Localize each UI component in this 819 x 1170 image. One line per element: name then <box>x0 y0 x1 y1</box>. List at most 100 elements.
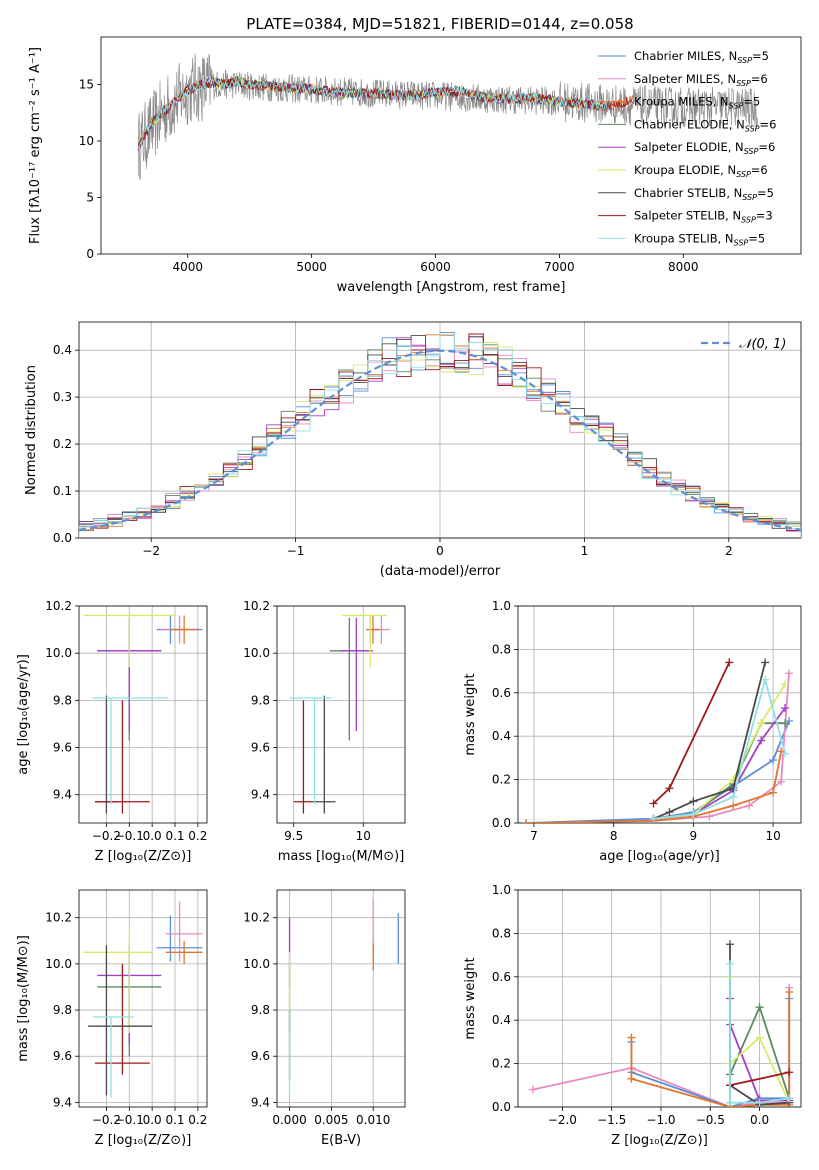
y-tick-label: 0.2 <box>492 773 511 787</box>
y-tick-label: 0.0 <box>53 531 72 545</box>
x-axis-label: (data-model)/error <box>380 564 501 579</box>
x-tick-label: 0.1 <box>165 829 184 843</box>
x-axis-label: E(B-V) <box>321 1133 361 1148</box>
plus-marker <box>649 799 658 808</box>
y-tick-label: 0.0 <box>492 816 511 830</box>
legend-label-n: =6 <box>760 117 777 131</box>
y-tick-label: 9.8 <box>251 1003 270 1017</box>
weight-line-kroupa-stelib <box>729 963 790 1104</box>
plus-marker <box>785 669 794 678</box>
x-tick-label: 10 <box>356 829 371 843</box>
legend-label-n: =6 <box>758 140 775 154</box>
legend-label: Kroupa MILES, NSSP=5 <box>634 95 760 111</box>
legend-label: Chabrier ELODIE, NSSP=6 <box>634 117 776 133</box>
x-tick-label: 2 <box>725 544 733 558</box>
y-axis-label: Flux [fλ10⁻¹⁷ erg cm⁻² s⁻¹ A⁻¹] <box>28 47 43 244</box>
y-tick-label: 0.6 <box>492 970 511 984</box>
axes-frame <box>78 605 208 824</box>
plus-marker <box>781 749 790 758</box>
grid <box>518 889 801 1108</box>
x-tick-label: 0.0 <box>143 1113 162 1127</box>
errorbar-kroupa-miles <box>170 615 198 644</box>
mass_vs_ebv-points <box>288 899 399 1098</box>
plus-marker <box>781 719 790 728</box>
legend-label-sub: SSP <box>744 147 759 156</box>
plus-marker <box>785 1094 794 1103</box>
plus-marker <box>726 959 735 968</box>
plus-marker <box>769 756 778 765</box>
legend-label-n: =3 <box>756 209 773 223</box>
plus-marker <box>745 801 754 810</box>
weight-line-kroupa-miles <box>525 751 782 823</box>
errorbar-salpeter-stelib <box>95 700 150 814</box>
x-tick-label: 8 <box>610 829 618 843</box>
legend-label-normal: 𝒩(0, 1) <box>739 337 786 352</box>
errorbar-kroupa-elodie <box>83 929 153 1034</box>
legend-label-n: =5 <box>757 186 774 200</box>
x-tick-label: 0.1 <box>165 1113 184 1127</box>
legend-label-n: =6 <box>751 72 768 86</box>
grid <box>277 605 405 823</box>
axes-frame <box>78 321 802 539</box>
legend-label-n: =5 <box>752 49 769 63</box>
legend-label-name: Salpeter MILES, N <box>634 72 736 86</box>
legend-label-sub: SSP <box>741 216 756 225</box>
y-tick-label: 10 <box>79 134 94 148</box>
y-axis-label: mass weight <box>463 957 478 1039</box>
weight_vs_Z-panel: −2.0 −1.5 −1.0 −0.5 0.0 0.0 0.2 0.4 0.6 0.8 1.0 Z [… <box>463 883 802 1148</box>
x-tick-label: −0.1 <box>115 1113 144 1127</box>
axes-frame <box>517 889 802 1108</box>
plus-marker <box>665 808 674 817</box>
x-tick-label: 0 <box>436 544 444 558</box>
axes-frame <box>276 889 406 1108</box>
legend-label: Salpeter STELIB, NSSP=3 <box>634 209 773 225</box>
plus-marker <box>726 1098 735 1107</box>
errorbar-chabrier-stelib <box>313 695 336 814</box>
y-tick-label: 0.4 <box>492 1013 511 1027</box>
legend-label: Salpeter ELODIE, NSSP=6 <box>634 140 775 156</box>
errorbar-salpeter-miles <box>165 901 203 962</box>
plus-marker <box>761 658 770 667</box>
x-tick-label: 0.2 <box>188 829 207 843</box>
legend-label: Kroupa ELODIE, NSSP=6 <box>634 163 768 179</box>
errorbar-chabrier-stelib <box>88 945 153 1096</box>
legend-label-sub: SSP <box>734 238 749 247</box>
weight-line-salpeter-stelib <box>652 662 731 805</box>
plus-marker <box>761 675 770 684</box>
errorbar-kroupa-miles <box>366 615 380 644</box>
y-axis-label: mass [log₁₀(M/M⊙)] <box>16 935 31 1062</box>
plus-marker <box>521 819 530 823</box>
y-tick-label: 10.2 <box>243 911 270 925</box>
plus-marker <box>729 801 738 810</box>
y-tick-label: 10.2 <box>45 599 72 613</box>
mass_vs_ebv-panel: 0.000 0.005 0.010 9.4 9.6 9.8 10.0 10.2 E(B-V) <box>243 889 406 1148</box>
grid <box>518 605 801 824</box>
x-tick-label: −2.0 <box>548 1113 577 1127</box>
weight_vs_age-panel: 7 8 9 10 0.0 0.2 0.4 0.6 0.8 1.0 age [log₁₀(age/yr… <box>463 599 802 864</box>
legend-label-name: Chabrier STELIB, N <box>634 186 742 200</box>
plus-marker <box>755 1003 764 1012</box>
y-tick-label: 9.4 <box>251 1095 270 1109</box>
y-tick-label: 10.0 <box>45 957 72 971</box>
x-tick-label: 7 <box>530 829 538 843</box>
y-tick-label: 10.2 <box>243 599 270 613</box>
plus-marker <box>757 736 766 745</box>
x-tick-label: −1.5 <box>597 1113 626 1127</box>
y-axis-label: Normed distribution <box>24 365 39 495</box>
y-tick-label: 10.0 <box>45 646 72 660</box>
plus-marker <box>781 703 790 712</box>
y-tick-label: 9.6 <box>251 741 270 755</box>
y-tick-label: 0.4 <box>53 343 72 357</box>
x-tick-label: 0.0 <box>750 1113 769 1127</box>
y-tick-label: 0.4 <box>492 729 511 743</box>
weight-line-kroupa-miles <box>630 992 791 1107</box>
errorbar-chabrier-stelib <box>95 695 118 814</box>
x-tick-label: 8000 <box>668 260 699 274</box>
mass_vs_Z-panel: −0.2−0.10.0 0.1 0.2 9.4 9.6 9.8 10.0 10.2 Z [log… <box>16 889 207 1148</box>
x-tick-label: 0.0 <box>143 829 162 843</box>
grid <box>79 605 207 823</box>
x-tick-label: 7000 <box>544 260 575 274</box>
grid <box>79 890 207 1107</box>
plus-marker <box>649 814 658 823</box>
legend-label-n: =5 <box>748 231 765 245</box>
